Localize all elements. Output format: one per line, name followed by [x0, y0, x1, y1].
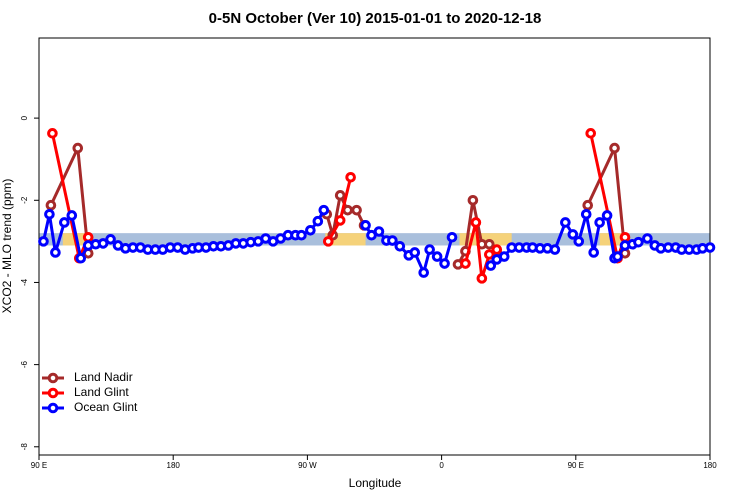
data-point	[549, 244, 561, 255]
x-tick-label: 90 E	[568, 461, 584, 470]
y-tick-label: -2	[20, 196, 29, 204]
x-axis-label: Longitude	[349, 476, 402, 490]
data-point	[360, 220, 371, 231]
data-point	[334, 190, 346, 201]
data-point	[582, 199, 594, 211]
data-point	[45, 199, 57, 211]
data-point	[633, 236, 644, 248]
data-point	[345, 171, 356, 183]
data-point	[424, 244, 435, 255]
y-tick-label: -8	[20, 443, 29, 451]
y-axis-label: XCO2 - MLO trend (ppm)	[0, 179, 14, 314]
data-point	[312, 215, 324, 227]
chart-title: 0-5N October (Ver 10) 2015-01-01 to 2020…	[209, 10, 542, 27]
data-point	[485, 260, 497, 271]
data-point	[38, 236, 49, 247]
data-point	[66, 210, 78, 221]
data-point	[373, 226, 385, 237]
data-point	[560, 217, 571, 228]
data-point	[322, 236, 334, 247]
data-point	[446, 231, 458, 243]
data-point	[334, 215, 346, 226]
data-point	[585, 128, 597, 139]
data-point	[72, 142, 84, 154]
data-point	[342, 204, 353, 216]
data-point	[50, 247, 61, 258]
data-point	[484, 249, 495, 260]
x-tick-label: 90 E	[31, 461, 47, 470]
data-point	[418, 267, 430, 278]
data-point	[609, 142, 620, 154]
data-point	[82, 231, 94, 243]
data-point	[44, 208, 55, 220]
data-point	[573, 236, 585, 247]
data-point	[498, 251, 510, 262]
legend-label: Land Glint	[74, 385, 129, 399]
legend-label: Land Nadir	[74, 370, 133, 384]
data-point	[601, 210, 613, 221]
x-tick-label: 180	[703, 461, 717, 470]
data-point	[704, 242, 716, 253]
data-point	[387, 235, 398, 246]
legend-marker	[47, 387, 59, 399]
data-point	[476, 273, 488, 284]
data-point	[619, 231, 631, 243]
y-tick-label: -4	[20, 278, 29, 286]
data-point	[431, 251, 443, 262]
data-point	[97, 238, 109, 249]
y-tick-label: -6	[20, 361, 29, 369]
data-point	[470, 217, 482, 228]
data-point	[394, 240, 406, 252]
legend-marker	[47, 372, 59, 384]
data-point	[318, 204, 330, 216]
data-point	[580, 208, 592, 220]
legend-label: Ocean Glint	[74, 400, 138, 414]
data-point	[409, 247, 421, 258]
x-tick-label: 0	[439, 461, 444, 470]
x-tick-label: 180	[167, 461, 181, 470]
x-tick-label: 90 W	[298, 461, 317, 470]
y-tick-label: 0	[20, 115, 29, 120]
data-point	[588, 247, 599, 258]
data-point	[612, 251, 623, 262]
data-point	[484, 238, 495, 250]
legend-marker	[47, 402, 59, 414]
data-point	[59, 217, 70, 228]
data-point	[296, 229, 307, 241]
data-point	[439, 258, 450, 269]
data-point	[75, 252, 87, 264]
data-point	[105, 234, 116, 245]
data-point	[594, 217, 605, 228]
data-point	[460, 258, 471, 269]
data-point	[642, 233, 653, 244]
data-point	[567, 229, 579, 240]
data-point	[351, 204, 362, 216]
data-point	[47, 128, 58, 139]
data-point	[491, 244, 503, 255]
data-point	[467, 194, 479, 206]
data-point	[305, 224, 316, 236]
